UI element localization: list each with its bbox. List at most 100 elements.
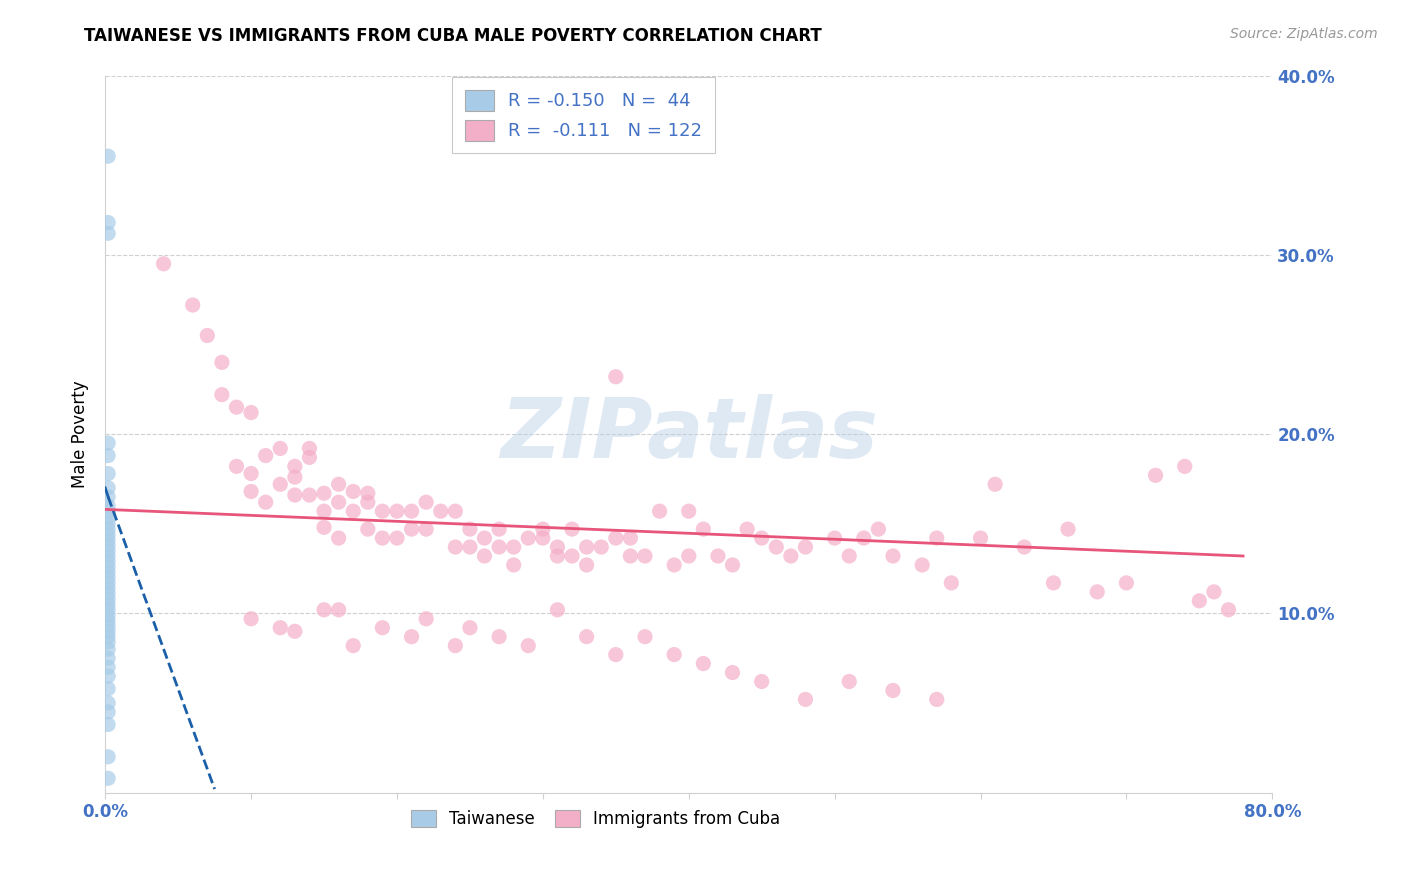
Point (97, 511, 120, 525)
Point (415, 495, 437, 509)
Point (824, 531, 846, 545)
Point (298, 450, 321, 465)
Point (97, 504, 120, 518)
Point (546, 540, 568, 554)
Point (97, 516, 120, 531)
Point (561, 522, 583, 536)
Point (181, 298, 204, 312)
Point (401, 522, 423, 536)
Point (97, 533, 120, 547)
Point (925, 531, 948, 545)
Point (97, 681, 120, 696)
Point (97, 749, 120, 764)
Point (97, 527, 120, 541)
Point (97, 581, 120, 595)
Point (634, 630, 657, 644)
Point (401, 504, 423, 518)
Point (211, 387, 233, 401)
Point (312, 486, 335, 500)
Point (1042, 575, 1064, 590)
Point (97, 651, 120, 665)
Point (97, 635, 120, 649)
Point (1188, 594, 1211, 608)
Text: ZIPatlas: ZIPatlas (499, 393, 877, 475)
Point (385, 531, 408, 545)
Point (357, 522, 380, 536)
Point (517, 639, 540, 653)
Point (97, 603, 120, 617)
Point (868, 522, 890, 536)
Point (357, 495, 380, 509)
Point (97, 772, 120, 786)
Point (458, 621, 481, 635)
Point (794, 692, 817, 706)
Point (1202, 585, 1225, 599)
Point (97, 696, 120, 710)
Point (605, 369, 627, 384)
Point (882, 683, 904, 698)
Point (97, 608, 120, 623)
Point (97, 467, 120, 481)
Point (692, 522, 714, 536)
Point (502, 558, 524, 572)
Point (357, 486, 380, 500)
Point (605, 648, 627, 662)
Point (269, 477, 291, 491)
Point (97, 717, 120, 731)
Point (546, 549, 568, 563)
Point (941, 575, 963, 590)
Point (97, 449, 120, 463)
Point (882, 549, 904, 563)
Point (284, 459, 307, 474)
Point (269, 442, 291, 456)
Point (502, 540, 524, 554)
Point (225, 459, 247, 474)
Point (371, 504, 394, 518)
Point (97, 490, 120, 504)
Point (721, 558, 744, 572)
Point (648, 504, 671, 518)
Point (371, 621, 394, 635)
Point (662, 648, 685, 662)
Point (211, 355, 233, 369)
Point (619, 549, 641, 563)
Point (298, 442, 321, 456)
Point (619, 531, 641, 545)
Point (312, 603, 335, 617)
Point (735, 522, 758, 536)
Point (342, 484, 364, 499)
Point (575, 630, 598, 644)
Point (97, 669, 120, 683)
Point (415, 612, 437, 626)
Point (97, 227, 120, 241)
Point (195, 328, 218, 343)
Point (269, 621, 291, 635)
Point (794, 540, 817, 554)
Point (531, 531, 554, 545)
Point (97, 215, 120, 229)
Point (765, 540, 787, 554)
Point (240, 484, 263, 499)
Point (662, 558, 685, 572)
Point (254, 495, 277, 509)
Point (692, 657, 714, 671)
Point (488, 540, 510, 554)
Point (925, 692, 948, 706)
Point (97, 614, 120, 628)
Point (605, 531, 627, 545)
Point (678, 549, 700, 563)
Point (97, 543, 120, 558)
Point (488, 522, 510, 536)
Point (240, 406, 263, 420)
Point (97, 565, 120, 579)
Point (97, 538, 120, 552)
Point (97, 660, 120, 674)
Point (312, 504, 335, 518)
Text: TAIWANESE VS IMMIGRANTS FROM CUBA MALE POVERTY CORRELATION CHART: TAIWANESE VS IMMIGRANTS FROM CUBA MALE P… (84, 27, 823, 45)
Point (531, 522, 554, 536)
Point (97, 481, 120, 495)
Point (852, 531, 875, 545)
Point (371, 531, 394, 545)
Point (838, 674, 860, 689)
Point (97, 642, 120, 657)
